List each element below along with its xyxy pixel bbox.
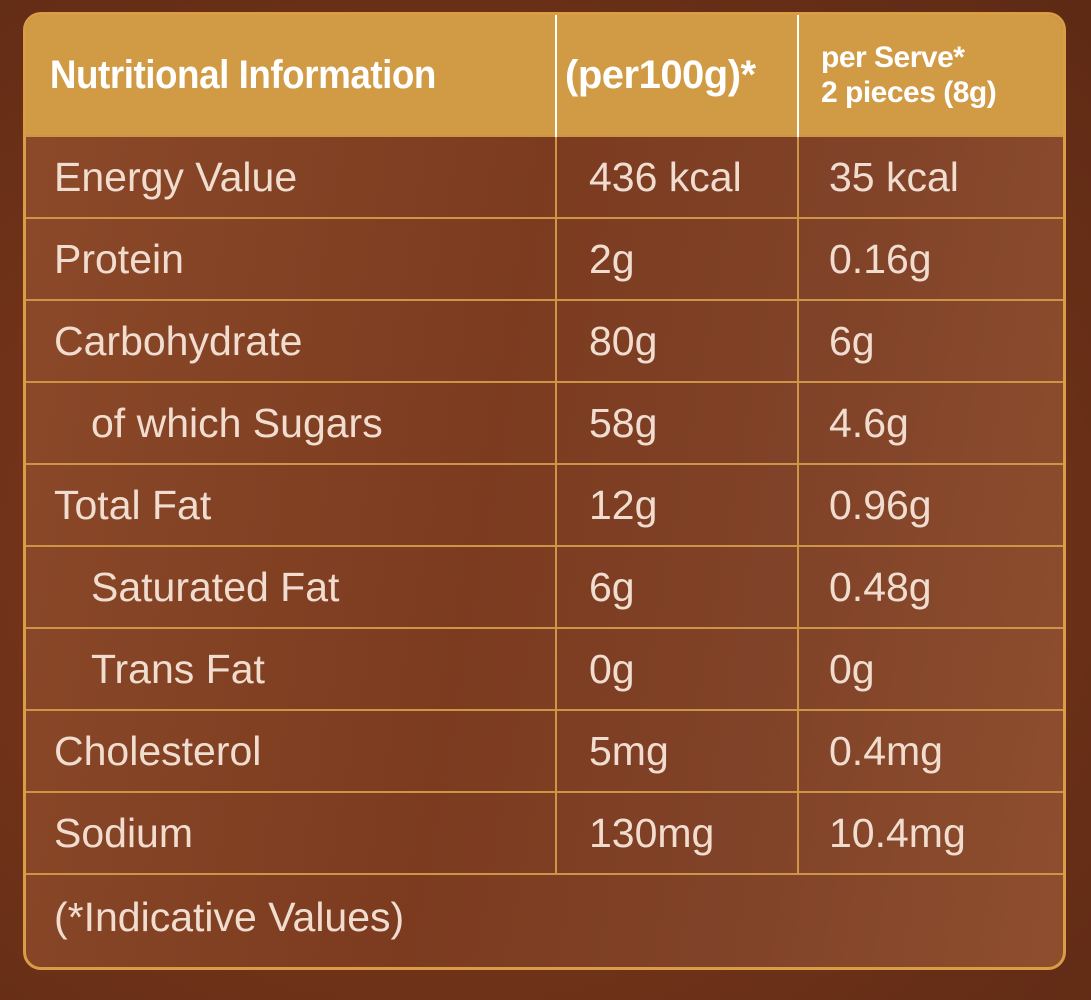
value-per-serve: 0.16g <box>798 217 1063 300</box>
value-per-serve: 0.4mg <box>798 709 1063 792</box>
value-per-100g: 12g <box>556 463 799 546</box>
value-per-serve: 0.48g <box>798 545 1063 628</box>
header-per-serve-line1: per Serve* <box>821 41 965 74</box>
header-per-100g: (per100g)* <box>556 15 799 136</box>
value-per-serve: 0g <box>798 627 1063 710</box>
value-per-serve: 35 kcal <box>798 135 1063 218</box>
nutrient-name: Protein <box>26 217 557 300</box>
table-row: Carbohydrate 80g 6g <box>26 299 1063 382</box>
value-per-serve: 4.6g <box>798 381 1063 464</box>
value-per-100g: 80g <box>556 299 799 382</box>
value-per-serve: 6g <box>798 299 1063 382</box>
nutrient-name: Cholesterol <box>26 709 557 792</box>
table-header-row: Nutritional Information (per100g)* per S… <box>26 15 1063 136</box>
value-per-100g: 436 kcal <box>556 135 799 218</box>
value-per-100g: 58g <box>556 381 799 464</box>
nutrient-name: Energy Value <box>26 135 557 218</box>
header-nutritional-information: Nutritional Information <box>26 15 515 136</box>
table-row: Saturated Fat 6g 0.48g <box>26 545 1063 628</box>
value-per-100g: 5mg <box>556 709 799 792</box>
value-per-100g: 130mg <box>556 791 799 874</box>
value-per-serve: 10.4mg <box>798 791 1063 874</box>
table-row: of which Sugars 58g 4.6g <box>26 381 1063 464</box>
header-per-serve: per Serve* 2 pieces (8g) <box>798 15 1063 136</box>
table-row: Energy Value 436 kcal 35 kcal <box>26 135 1063 218</box>
nutrient-name: of which Sugars <box>26 381 557 464</box>
value-per-100g: 2g <box>556 217 799 300</box>
nutrient-name: Carbohydrate <box>26 299 557 382</box>
value-per-serve: 0.96g <box>798 463 1063 546</box>
table-row: Total Fat 12g 0.96g <box>26 463 1063 546</box>
table-row: Trans Fat 0g 0g <box>26 627 1063 710</box>
header-per-serve-line2: 2 pieces (8g) <box>821 76 997 109</box>
nutrient-name: Total Fat <box>26 463 557 546</box>
footnote-row: (*Indicative Values) <box>26 873 1063 959</box>
nutrient-name: Saturated Fat <box>26 545 557 628</box>
table-row: Sodium 130mg 10.4mg <box>26 791 1063 874</box>
nutrient-name: Sodium <box>26 791 557 874</box>
table-row: Protein 2g 0.16g <box>26 217 1063 300</box>
table-row: Cholesterol 5mg 0.4mg <box>26 709 1063 792</box>
nutrient-name: Trans Fat <box>26 627 557 710</box>
footnote: (*Indicative Values) <box>26 873 1063 959</box>
value-per-100g: 6g <box>556 545 799 628</box>
nutrition-panel: Nutritional Information (per100g)* per S… <box>23 12 1066 970</box>
value-per-100g: 0g <box>556 627 799 710</box>
nutrition-table: Nutritional Information (per100g)* per S… <box>26 15 1063 959</box>
